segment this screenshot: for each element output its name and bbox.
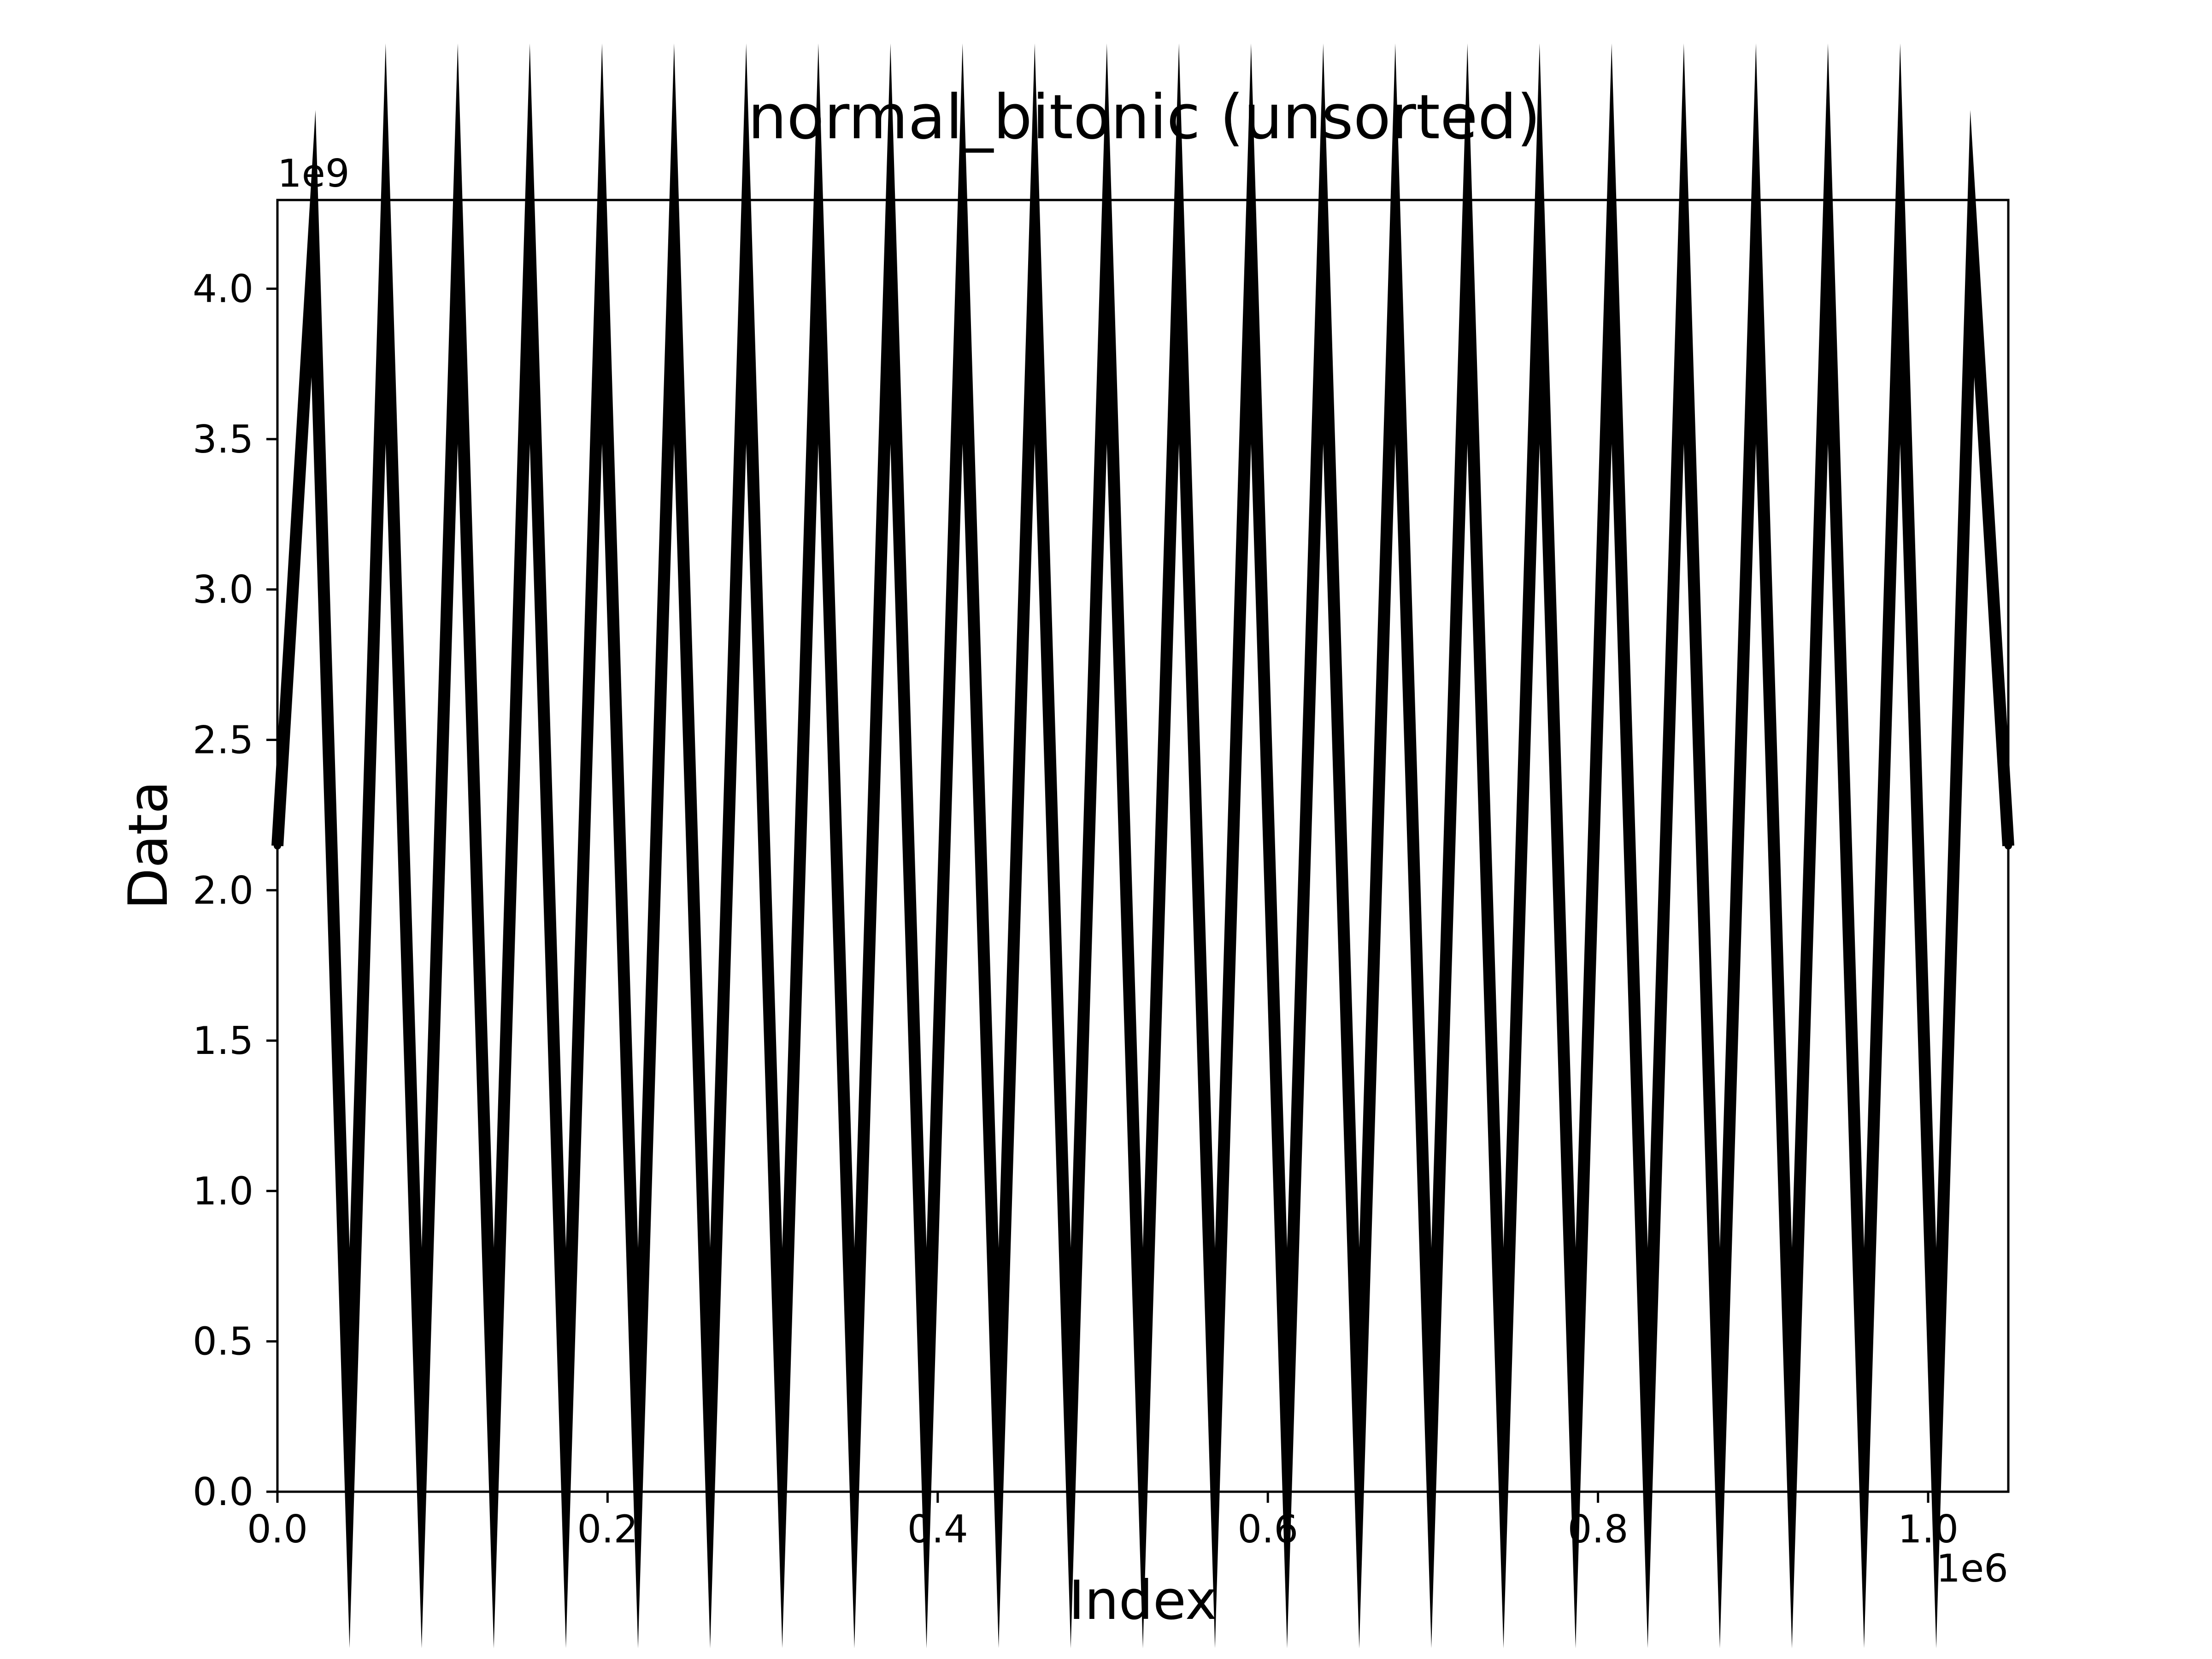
data-point: [1644, 1444, 1652, 1452]
y-tick-label: 3.5: [193, 417, 253, 462]
data-point: [1535, 240, 1543, 247]
data-point: [310, 240, 318, 247]
x-tick-label: 1.0: [1898, 1507, 1959, 1552]
y-tick-label: 4.0: [193, 267, 253, 312]
y-tick-label: 1.5: [193, 1018, 253, 1063]
data-point: [598, 240, 606, 247]
data-point: [742, 240, 750, 247]
data-point: [1391, 240, 1399, 247]
y-tick-label: 0.5: [193, 1319, 253, 1364]
data-point: [346, 1444, 353, 1452]
y-tick-label: 1.0: [193, 1169, 253, 1213]
x-axis-offset-label: 1e6: [1936, 1546, 2008, 1591]
data-point: [382, 240, 389, 247]
data-point: [1860, 1444, 1868, 1452]
y-axis-offset-label: 1e9: [277, 151, 350, 196]
data-point: [1752, 240, 1760, 247]
data-point: [454, 240, 462, 247]
data-point: [1824, 240, 1832, 247]
data-point: [1608, 240, 1616, 247]
data-point: [1896, 240, 1904, 247]
data-point: [1067, 1444, 1075, 1452]
data-point: [1716, 1444, 1724, 1452]
y-tick-label: 3.0: [193, 567, 253, 612]
chart-title: normal_bitonic (unsorted): [748, 82, 1541, 153]
data-point: [526, 240, 534, 247]
data-point: [1500, 1444, 1507, 1452]
data-point: [1355, 1444, 1363, 1452]
data-point: [814, 240, 822, 247]
axes-frame: [276, 199, 2010, 1493]
y-tick-label: 0.0: [193, 1470, 253, 1514]
data-point: [923, 1444, 930, 1452]
data-point: [490, 1444, 498, 1452]
data-point: [887, 240, 894, 247]
data-point: [1211, 1444, 1219, 1452]
x-tick-label: 0.2: [577, 1507, 638, 1552]
data-point: [670, 240, 678, 247]
y-tick-label: 2.5: [193, 718, 253, 762]
data-point: [1103, 240, 1111, 247]
data-point: [562, 1444, 570, 1452]
data-point: [959, 240, 966, 247]
x-tick-label: 0.6: [1237, 1507, 1298, 1552]
data-point: [1319, 240, 1327, 247]
data-point: [851, 1444, 858, 1452]
data-point: [1139, 1444, 1147, 1452]
data-point: [1175, 240, 1183, 247]
y-axis-label: Data: [117, 781, 180, 909]
y-tick-label: 2.0: [193, 868, 253, 913]
data-point: [1464, 240, 1471, 247]
data-point: [1031, 240, 1039, 247]
data-point: [1247, 240, 1255, 247]
data-point: [1283, 1444, 1291, 1452]
x-axis-label: Index: [1069, 1569, 1217, 1632]
data-point: [1428, 1444, 1435, 1452]
y-axis-ticks: 0.0 0.5 1.0 1.5 2.0 2.5 3.0 3.5 4.0: [193, 267, 277, 1514]
data-point: [995, 1444, 1002, 1452]
data-point: [1680, 240, 1688, 247]
data-point: [706, 1444, 714, 1452]
x-tick-label: 0.0: [247, 1507, 308, 1552]
data-point: [634, 1444, 642, 1452]
data-point: [1572, 1444, 1579, 1452]
data-point: [418, 1444, 425, 1452]
x-tick-label: 0.4: [907, 1507, 968, 1552]
data-point: [1932, 1444, 1940, 1452]
data-point: [1788, 1444, 1796, 1452]
data-point: [778, 1444, 786, 1452]
scatter-points: [271, 43, 2014, 1649]
plot-area: [271, 43, 2014, 1649]
x-tick-label: 0.8: [1568, 1507, 1629, 1552]
x-axis-ticks: 0.0 0.2 0.4 0.6 0.8 1.0: [247, 1492, 1959, 1552]
data-point: [1968, 240, 1976, 247]
